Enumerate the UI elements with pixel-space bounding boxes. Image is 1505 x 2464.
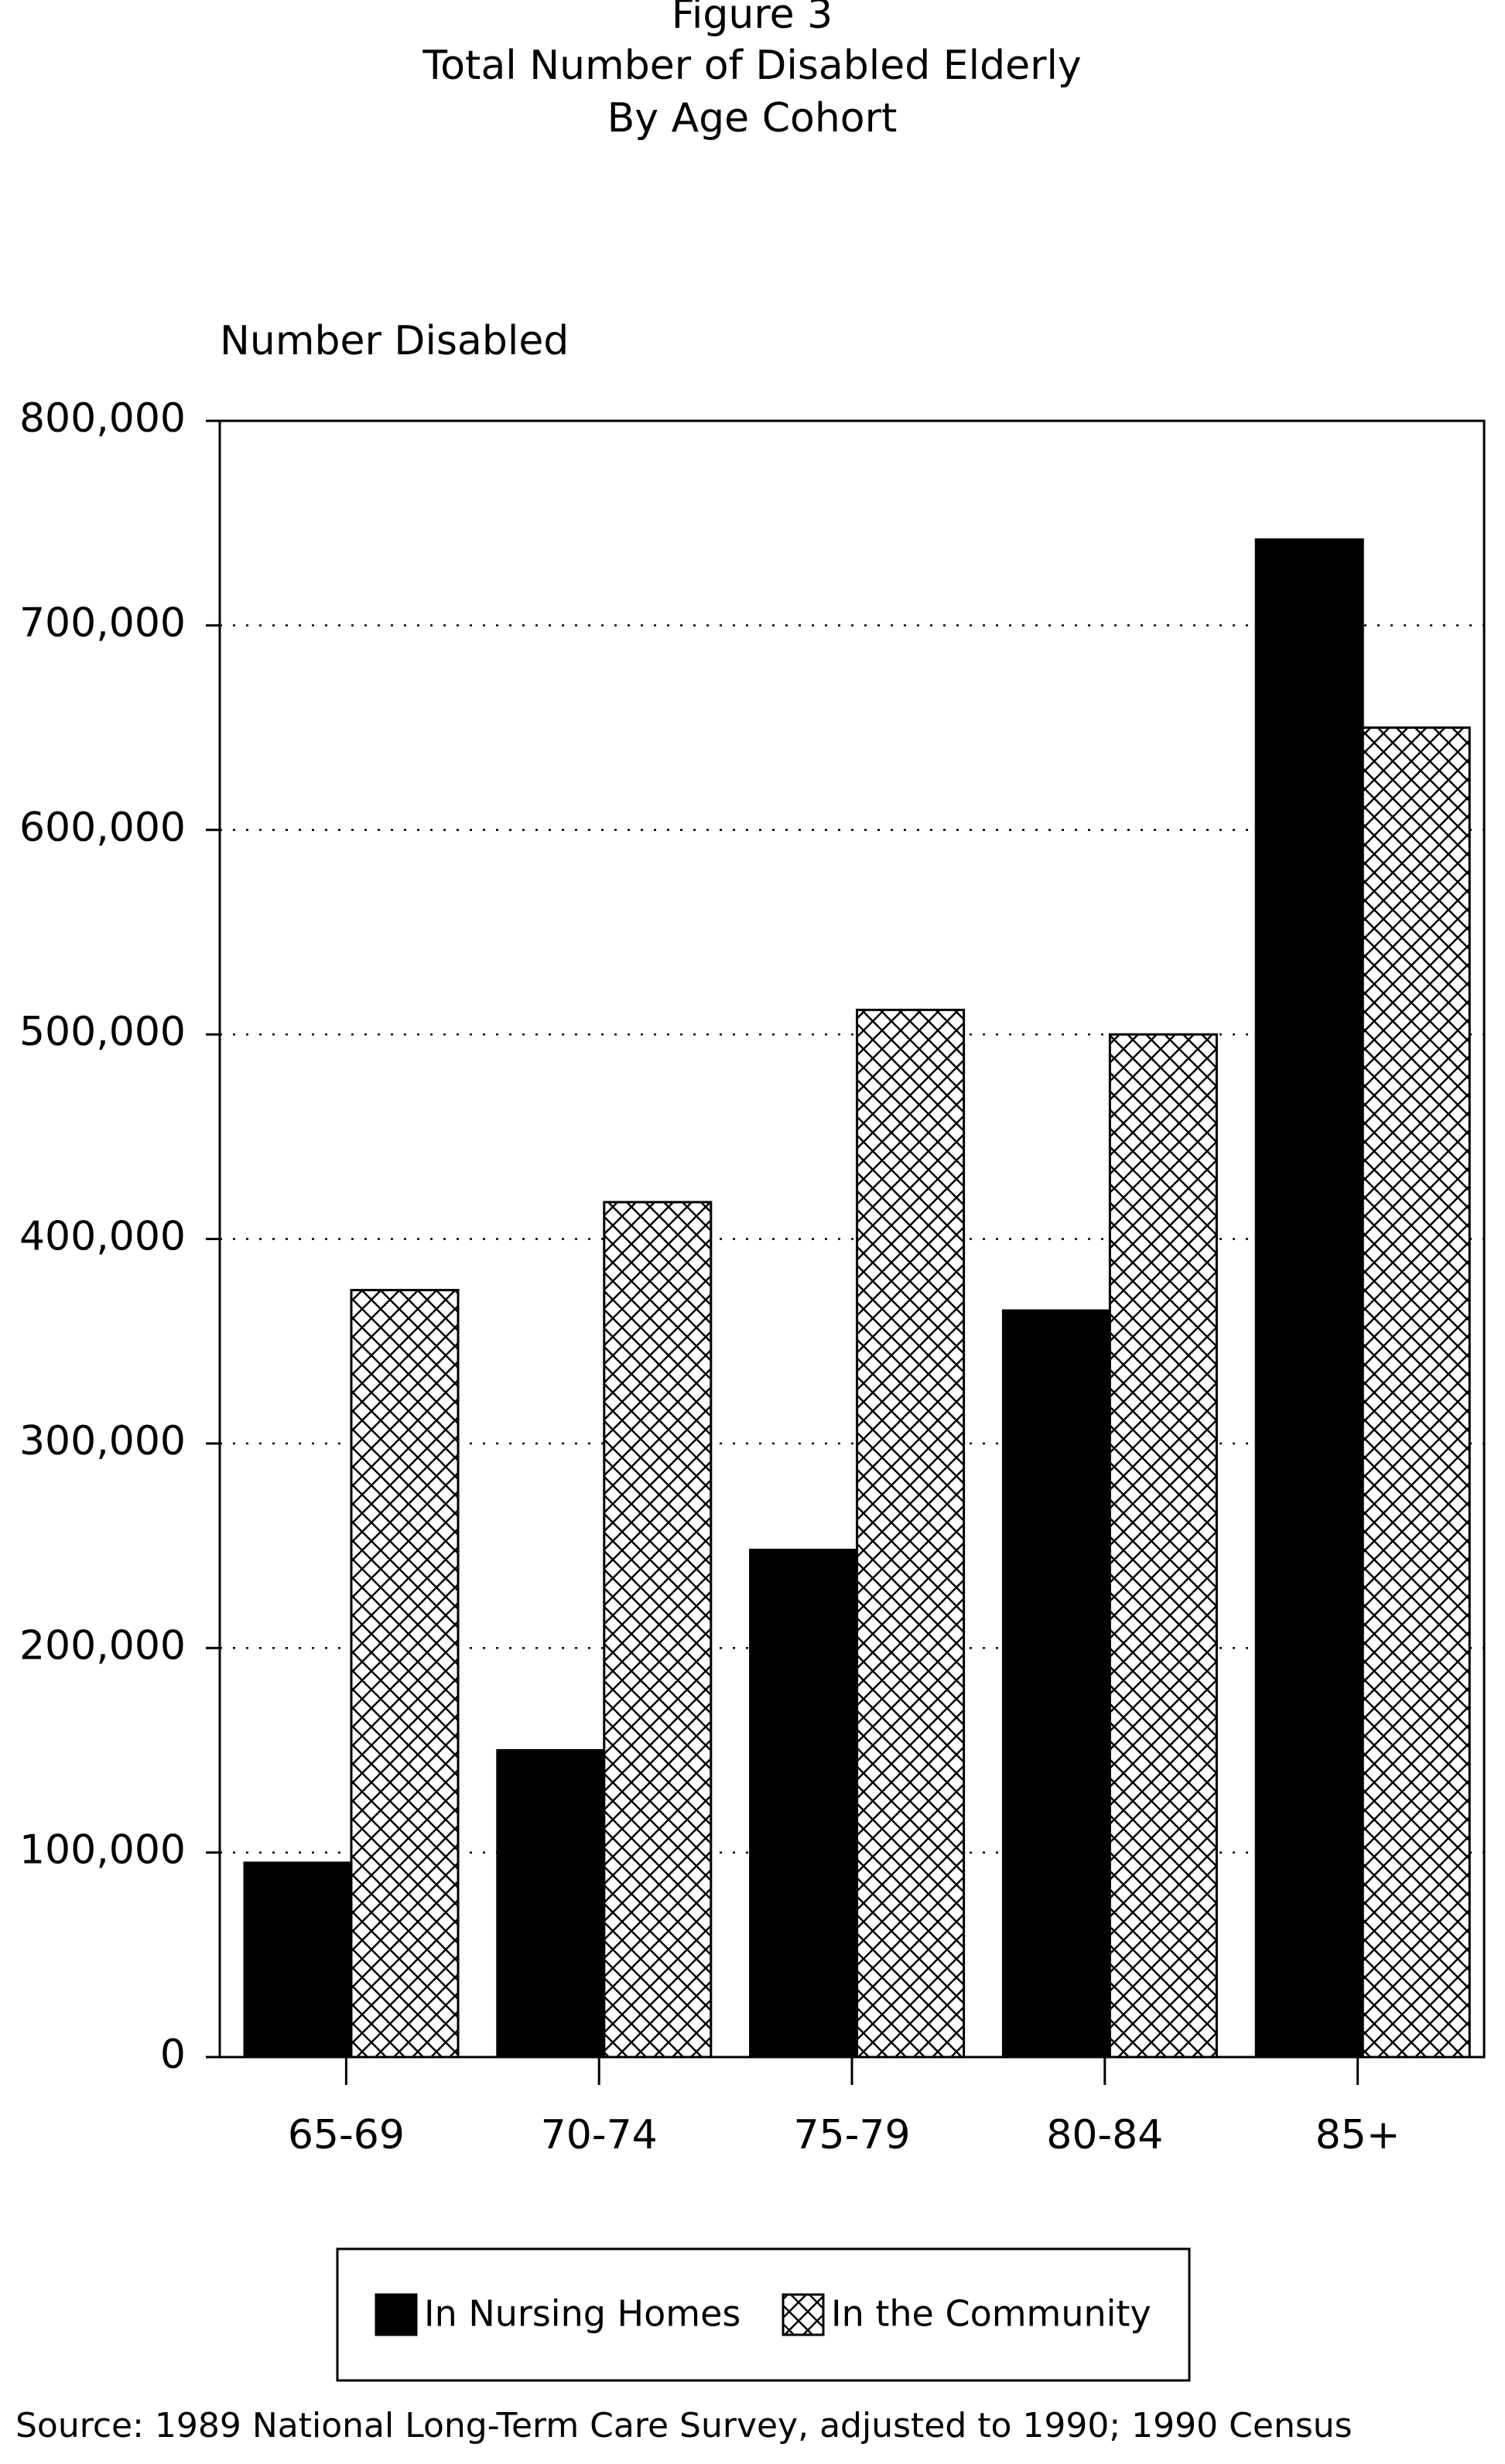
legend-swatch — [375, 2293, 418, 2336]
x-tick-label: 65-69 — [288, 2112, 405, 2158]
x-tick-label: 85+ — [1315, 2112, 1401, 2158]
y-tick-label: 300,000 — [19, 1418, 186, 1464]
bar — [603, 1201, 713, 2059]
x-tick-label: 70-74 — [541, 2112, 658, 2158]
bar — [350, 1289, 460, 2059]
source-note: Source: 1989 National Long-Term Care Sur… — [15, 2406, 1353, 2445]
y-tick-label: 500,000 — [19, 1009, 186, 1055]
bar — [1254, 538, 1364, 2059]
bar — [1001, 1309, 1111, 2059]
y-tick-label: 0 — [160, 2032, 186, 2078]
legend-swatch — [782, 2293, 825, 2336]
bar — [1361, 726, 1471, 2059]
chart-title: Figure 3 — [672, 0, 833, 38]
y-tick-label: 400,000 — [19, 1214, 186, 1260]
bar — [856, 1008, 966, 2059]
y-axis-label: Number Disabled — [220, 318, 569, 364]
y-tick-label: 100,000 — [19, 1827, 186, 1874]
y-tick-label: 800,000 — [19, 395, 186, 442]
legend-label: In the Community — [831, 2293, 1151, 2335]
bar — [243, 1861, 353, 2059]
x-tick-label: 75-79 — [793, 2112, 910, 2158]
y-tick-label: 700,000 — [19, 600, 186, 646]
bar — [1108, 1033, 1218, 2059]
bar — [749, 1548, 859, 2059]
chart-subtitle: Total Number of Disabled Elderly — [422, 43, 1081, 89]
legend-label: In Nursing Homes — [424, 2293, 741, 2335]
y-tick-label: 200,000 — [19, 1622, 186, 1669]
bar — [496, 1748, 606, 2059]
x-tick-label: 80-84 — [1046, 2112, 1163, 2158]
chart-subtitle: By Age Cohort — [607, 95, 898, 142]
legend-box — [336, 2247, 1191, 2382]
y-tick-label: 600,000 — [19, 805, 186, 851]
